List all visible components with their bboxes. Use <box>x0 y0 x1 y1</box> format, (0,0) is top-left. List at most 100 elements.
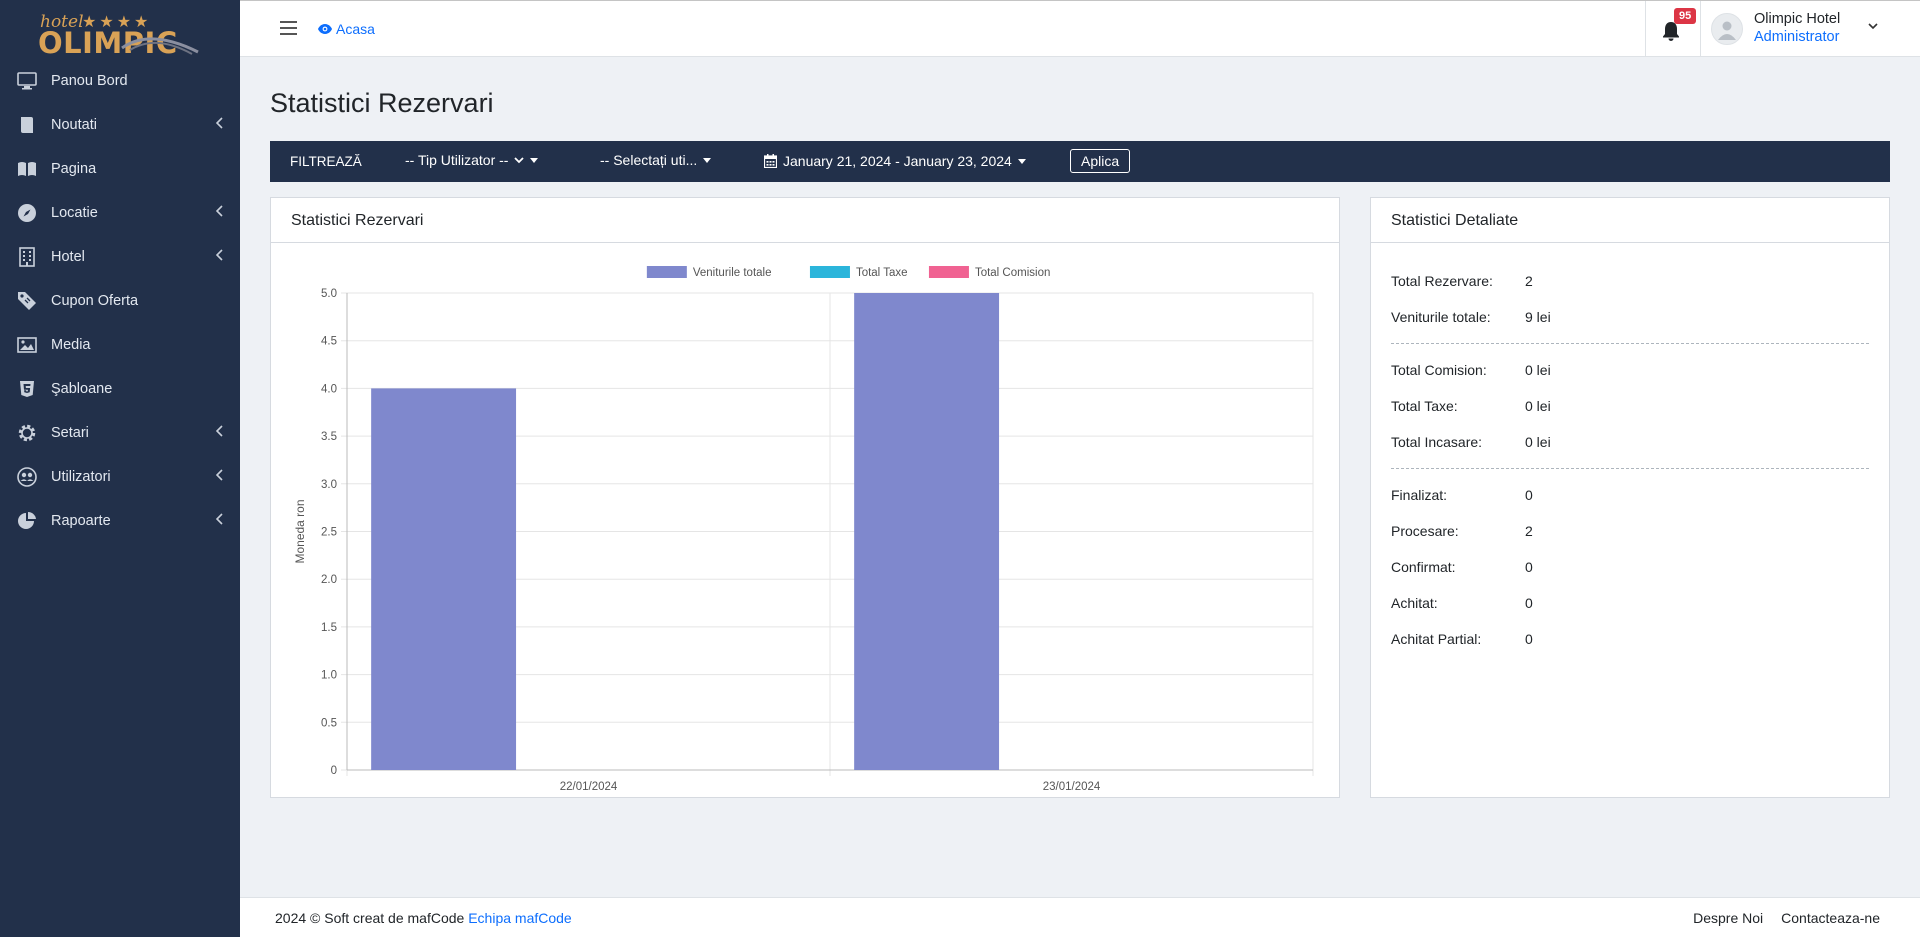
avatar[interactable] <box>1711 13 1743 45</box>
sidebar: hotel ★★★★ OLIMPIC Panou Bord Noutati Pa… <box>0 0 240 937</box>
pie-chart-icon <box>16 510 38 532</box>
sidebar-item-label: Cupon Oferta <box>51 293 139 309</box>
footer-links: Despre Noi Contacteaza-ne <box>1693 910 1880 926</box>
calendar-icon <box>764 154 777 168</box>
bar-1-1 <box>371 388 517 770</box>
building-icon <box>16 246 38 268</box>
stat-confirmed: Confirmat: 0 <box>1391 549 1869 585</box>
stat-label: Total Comision: <box>1391 362 1487 378</box>
chevron-left-icon <box>216 425 223 437</box>
sidebar-item-setari[interactable]: Setari <box>0 411 240 455</box>
legend-label: Total Taxe <box>856 267 908 279</box>
bar-1-2 <box>854 293 1000 770</box>
footer-text: 2024 © Soft creat de mafCode <box>275 910 465 926</box>
stat-processing: Procesare: 2 <box>1391 513 1869 549</box>
page-title: Statistici Rezervari <box>270 88 494 118</box>
sidebar-item-label: Şabloane <box>51 381 113 397</box>
y-tick-label: 2.0 <box>321 574 337 586</box>
gear-icon <box>16 422 38 444</box>
sidebar-item-hotel[interactable]: Hotel <box>0 235 240 279</box>
footer-team-link[interactable]: Echipa mafCode <box>468 910 572 926</box>
chevron-left-icon <box>216 249 223 261</box>
apply-button[interactable]: Aplica <box>1070 149 1131 173</box>
stat-total-collected: Total Incasare: 0 lei <box>1391 424 1869 460</box>
y-tick-label: 0 <box>331 765 337 777</box>
stat-value: 0 lei <box>1525 434 1551 450</box>
user-icon <box>1718 21 1736 40</box>
sidebar-item-label: Media <box>51 337 91 353</box>
stat-total-taxes: Total Taxe: 0 lei <box>1391 388 1869 424</box>
sidebar-item-label: Setari <box>51 425 89 441</box>
book-icon <box>16 114 38 136</box>
stats-divider <box>1391 343 1869 344</box>
contact-link[interactable]: Contacteaza-ne <box>1781 910 1880 926</box>
image-icon <box>16 334 38 356</box>
sidebar-item-media[interactable]: Media <box>0 323 240 367</box>
sidebar-item-label: Pagina <box>51 161 97 177</box>
sidebar-item-cupon-oferta[interactable]: Cupon Oferta <box>0 279 240 323</box>
home-link-label: Acasa <box>336 21 375 37</box>
stat-value: 0 <box>1525 559 1533 575</box>
eye-icon <box>318 24 332 34</box>
sidebar-item-sabloane[interactable]: Şabloane <box>0 367 240 411</box>
stat-label: Total Incasare: <box>1391 434 1483 450</box>
user-select[interactable]: -- Selectați uti... <box>600 152 712 168</box>
sidebar-item-rapoarte[interactable]: Rapoarte <box>0 499 240 543</box>
stat-total-bookings: Total Rezervare: 2 <box>1391 263 1869 299</box>
logo-swoosh-icon <box>121 37 199 55</box>
sidebar-item-noutati[interactable]: Noutati <box>0 103 240 147</box>
filter-label: FILTREAZĂ <box>290 154 362 169</box>
sidebar-item-label: Hotel <box>51 249 85 265</box>
sidebar-item-panou-bord[interactable]: Panou Bord <box>0 59 240 103</box>
sidebar-item-locatie[interactable]: Locatie <box>0 191 240 235</box>
menu-toggle-icon[interactable] <box>280 21 297 35</box>
stat-label: Veniturile totale: <box>1391 309 1491 325</box>
stat-value: 2 <box>1525 273 1533 289</box>
legend-swatch <box>928 266 969 278</box>
user-role[interactable]: Administrator <box>1754 29 1840 45</box>
html5-icon <box>16 378 38 400</box>
stats-card-title: Statistici Detaliate <box>1371 198 1889 243</box>
bell-icon[interactable] <box>1662 21 1680 41</box>
sidebar-item-utilizatori[interactable]: Utilizatori <box>0 455 240 499</box>
y-tick-label: 5.0 <box>321 288 337 300</box>
stat-paid: Achitat: 0 <box>1391 585 1869 621</box>
stat-value: 9 lei <box>1525 309 1551 325</box>
filter-bar: FILTREAZĂ -- Tip Utilizator -- -- Select… <box>270 141 1890 182</box>
stat-label: Total Rezervare: <box>1391 273 1493 289</box>
user-name[interactable]: Olimpic Hotel <box>1754 11 1841 27</box>
caret-down-icon <box>530 157 539 163</box>
user-type-select[interactable]: -- Tip Utilizator -- <box>405 152 539 168</box>
stat-label: Confirmat: <box>1391 559 1456 575</box>
date-range-picker[interactable]: January 21, 2024 - January 23, 2024 <box>764 153 1026 169</box>
sidebar-item-label: Rapoarte <box>51 513 111 529</box>
chevron-down-icon[interactable] <box>1868 23 1878 30</box>
y-axis-title: Moneda ron <box>293 499 307 563</box>
y-tick-label: 1.5 <box>321 622 337 634</box>
y-tick-label: 2.5 <box>321 527 337 539</box>
chevron-left-icon <box>216 469 223 481</box>
logo-small-text: hotel <box>40 12 84 32</box>
stats-card: Statistici Detaliate Total Rezervare: 2 … <box>1370 197 1890 798</box>
caret-down-icon <box>1017 158 1026 164</box>
x-tick-label: 23/01/2024 <box>1043 781 1101 793</box>
chevron-down-icon <box>514 156 525 163</box>
stat-total-commission: Total Comision: 0 lei <box>1391 352 1869 388</box>
caret-down-icon <box>703 157 712 163</box>
bookings-bar-chart: 0 0.5 1.0 1.5 2.0 2.5 3.0 3.5 4.0 4.5 5.0 22/01/202… <box>293 266 1314 818</box>
stat-label: Procesare: <box>1391 523 1459 539</box>
stat-finalized: Finalizat: 0 <box>1391 477 1869 513</box>
hotel-logo[interactable]: hotel ★★★★ OLIMPIC <box>0 0 240 60</box>
sidebar-item-pagina[interactable]: Pagina <box>0 147 240 191</box>
header-divider <box>1645 1 1646 57</box>
open-book-icon <box>16 158 38 180</box>
about-link[interactable]: Despre Noi <box>1693 910 1764 926</box>
y-tick-label: 3.5 <box>321 431 337 443</box>
stats-divider <box>1391 468 1869 469</box>
y-tick-label: 3.0 <box>321 479 337 491</box>
home-link[interactable]: Acasa <box>318 21 375 37</box>
sidebar-nav: Panou Bord Noutati Pagina Locatie <box>0 58 240 543</box>
chevron-left-icon <box>216 117 223 129</box>
header-divider <box>1700 1 1701 57</box>
stats-body: Total Rezervare: 2 Veniturile totale: 9 … <box>1371 243 1889 677</box>
